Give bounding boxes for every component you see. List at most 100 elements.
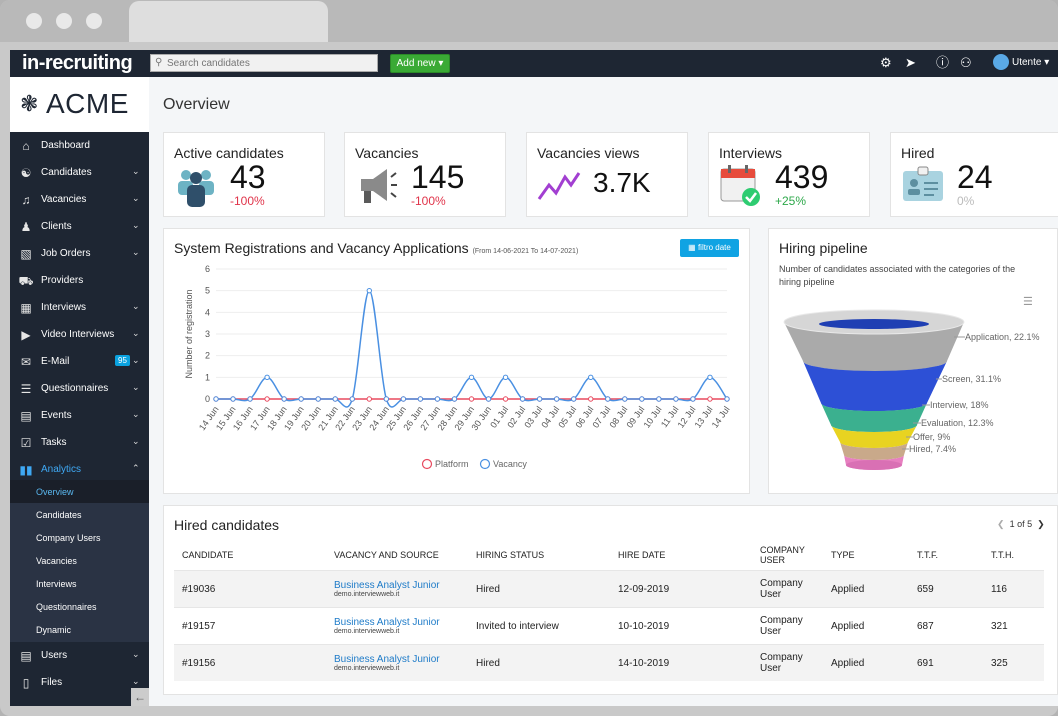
browser-tab[interactable] bbox=[129, 1, 328, 42]
sidebar-item-label: Candidates bbox=[41, 167, 92, 178]
submenu-item-candidates[interactable]: Candidates bbox=[36, 510, 82, 520]
data-point-vacancy bbox=[315, 396, 321, 402]
analytics-icon: ▮▮ bbox=[19, 463, 33, 477]
sidebar-item-events[interactable]: ▤ Events ⌄ bbox=[10, 402, 149, 429]
hiring-status: Hired bbox=[468, 644, 610, 681]
x-tick-label: 14 Jul bbox=[710, 404, 732, 429]
ttf: 659 bbox=[909, 570, 983, 608]
prev-page-chevron-icon[interactable]: ❮ bbox=[997, 519, 1005, 529]
sidebar-item-interviews[interactable]: ▦ Interviews ⌄ bbox=[10, 294, 149, 321]
app-viewport: in-recruiting ⚲ Add new ▾ ⚙ ➤ ⓘ ⚇ Utente… bbox=[10, 50, 1058, 706]
column-header[interactable]: VACANCY AND SOURCE bbox=[334, 549, 439, 560]
sidebar-item-video-interviews[interactable]: ▶ Video Interviews ⌄ bbox=[10, 321, 149, 348]
column-header[interactable]: CANDIDATE bbox=[182, 549, 234, 560]
table-row[interactable]: #19036 Business Analyst Junior demo.inter… bbox=[174, 570, 1044, 608]
sidebar-item-job-orders[interactable]: ▧ Job Orders ⌄ bbox=[10, 240, 149, 267]
vacancy-link[interactable]: Business Analyst Junior bbox=[334, 580, 440, 591]
sidebar-item-dashboard[interactable]: ⌂ Dashboard bbox=[10, 132, 149, 159]
search-bar[interactable]: ⚲ bbox=[150, 54, 378, 72]
submenu-item-vacancies[interactable]: Vacancies bbox=[36, 556, 77, 566]
registrations-chart-panel: System Registrations and Vacancy Applica… bbox=[163, 228, 750, 494]
vacancy-source: demo.interviewweb.it bbox=[334, 591, 400, 598]
pagination: ❮ 1 of 5 ❯ bbox=[997, 519, 1045, 530]
folder-icon: ▯ bbox=[22, 676, 30, 690]
settings-gear-icon[interactable]: ⚙ bbox=[880, 55, 892, 70]
table-header-row: CANDIDATE VACANCY AND SOURCE HIRING STAT… bbox=[174, 539, 1044, 571]
column-header[interactable]: TYPE bbox=[831, 549, 855, 560]
column-header[interactable]: T.T.F. bbox=[917, 549, 939, 560]
app-logo[interactable]: in-recruiting bbox=[22, 52, 133, 74]
column-header[interactable]: HIRE DATE bbox=[618, 549, 666, 560]
vacancy-link[interactable]: Business Analyst Junior bbox=[334, 654, 440, 665]
search-input[interactable] bbox=[167, 55, 372, 71]
sidebar-item-candidates[interactable]: ☯ Candidates ⌄ bbox=[10, 159, 149, 186]
column-header[interactable]: T.T.H. bbox=[991, 549, 1015, 560]
table-row[interactable]: #19156 Business Analyst Junior demo.inter… bbox=[174, 644, 1044, 681]
email-count-badge: 95 bbox=[115, 355, 130, 366]
y-tick-label: 2 bbox=[205, 351, 210, 361]
type: Applied bbox=[823, 607, 909, 645]
submenu-item-interviews[interactable]: Interviews bbox=[36, 579, 77, 589]
hired-title: Hired candidates bbox=[174, 517, 280, 533]
kpi-delta: 0% bbox=[957, 194, 975, 208]
trend-line-icon bbox=[537, 172, 581, 200]
legend-label-platform: Platform bbox=[435, 459, 469, 469]
user-menu[interactable]: Utente ▾ bbox=[993, 54, 1049, 72]
mail-icon: ✉ bbox=[20, 355, 32, 369]
data-point-platform bbox=[588, 396, 594, 402]
collapse-sidebar-arrow-icon[interactable]: ← bbox=[131, 688, 149, 706]
kpi-value: 3.7K bbox=[593, 167, 651, 198]
add-new-button[interactable]: Add new ▾ bbox=[390, 54, 450, 73]
pipeline-label: Screen, 31.1% bbox=[942, 374, 1001, 384]
info-icon[interactable]: ⓘ bbox=[936, 55, 950, 70]
y-tick-label: 3 bbox=[205, 329, 210, 339]
hired-table: CANDIDATE VACANCY AND SOURCE HIRING STAT… bbox=[174, 539, 1044, 681]
window-minimize-dot[interactable] bbox=[56, 13, 72, 29]
truck-icon: ⛟ bbox=[18, 274, 34, 288]
date-filter-button[interactable]: ▦ filtro date bbox=[680, 239, 739, 257]
column-header[interactable]: HIRING STATUS bbox=[476, 549, 545, 560]
sidebar-item-vacancies[interactable]: ♫ Vacancies ⌄ bbox=[10, 186, 149, 213]
sidebar-item-tasks[interactable]: ☑ Tasks ⌄ bbox=[10, 429, 149, 456]
sidebar-item-label: Tasks bbox=[41, 437, 67, 448]
rocket-icon[interactable]: ➤ bbox=[905, 55, 916, 70]
sidebar-item-clients[interactable]: ♟ Clients ⌄ bbox=[10, 213, 149, 240]
tth: 325 bbox=[983, 644, 1044, 681]
translate-icon[interactable]: ⚇ bbox=[960, 55, 972, 70]
pipeline-label: Evaluation, 12.3% bbox=[921, 418, 994, 428]
vacancy-cell: Business Analyst Junior demo.interviewweb… bbox=[326, 607, 468, 645]
tth: 321 bbox=[983, 607, 1044, 645]
next-page-chevron-icon[interactable]: ❯ bbox=[1037, 519, 1045, 529]
chart-menu-icon[interactable]: ☰ bbox=[1023, 296, 1033, 308]
table-row[interactable]: #19157 Business Analyst Junior demo.inter… bbox=[174, 607, 1044, 645]
vacancy-cell: Business Analyst Junior demo.interviewweb… bbox=[326, 570, 468, 608]
hiring-pipeline-panel: Hiring pipeline Number of candidates ass… bbox=[768, 228, 1058, 494]
sidebar-item-analytics[interactable]: ▮▮ Analytics ⌃ bbox=[10, 456, 149, 483]
page-title: Overview bbox=[163, 96, 230, 113]
sidebar-item-users[interactable]: ▤ Users ⌄ bbox=[10, 642, 149, 669]
chevron-down-icon: ⌄ bbox=[132, 193, 140, 203]
window-close-dot[interactable] bbox=[26, 13, 42, 29]
video-icon: ▶ bbox=[21, 328, 31, 342]
sidebar-item-questionnaires[interactable]: ☰ Questionnaires ⌄ bbox=[10, 375, 149, 402]
sidebar-item-label: Interviews bbox=[41, 302, 87, 313]
submenu-item-dynamic[interactable]: Dynamic bbox=[36, 625, 72, 635]
y-tick-label: 5 bbox=[205, 286, 210, 296]
column-header[interactable]: COMPANY USER bbox=[760, 544, 805, 565]
data-point-platform bbox=[264, 396, 270, 402]
vacancy-link[interactable]: Business Analyst Junior bbox=[334, 617, 440, 628]
pipeline-title: Hiring pipeline bbox=[779, 240, 868, 256]
sidebar-item-providers[interactable]: ⛟ Providers bbox=[10, 267, 149, 294]
sidebar-item-email[interactable]: ✉ E-Mail 95 ⌄ bbox=[10, 348, 149, 375]
submenu-item-overview[interactable]: Overview bbox=[10, 480, 149, 503]
submenu-item-company-users[interactable]: Company Users bbox=[36, 533, 101, 543]
id-card-icon bbox=[903, 166, 943, 201]
data-point-vacancy bbox=[247, 396, 253, 402]
pipeline-funnel-chart: Application, 22.1% Screen, 31.1% Intervi… bbox=[783, 309, 1040, 470]
event-icon: ▤ bbox=[20, 409, 32, 423]
data-point-vacancy bbox=[366, 287, 373, 294]
submenu-item-questionnaires[interactable]: Questionnaires bbox=[36, 602, 97, 612]
window-maximize-dot[interactable] bbox=[86, 13, 102, 29]
sidebar-item-files[interactable]: ▯ Files ⌄ bbox=[10, 669, 149, 696]
